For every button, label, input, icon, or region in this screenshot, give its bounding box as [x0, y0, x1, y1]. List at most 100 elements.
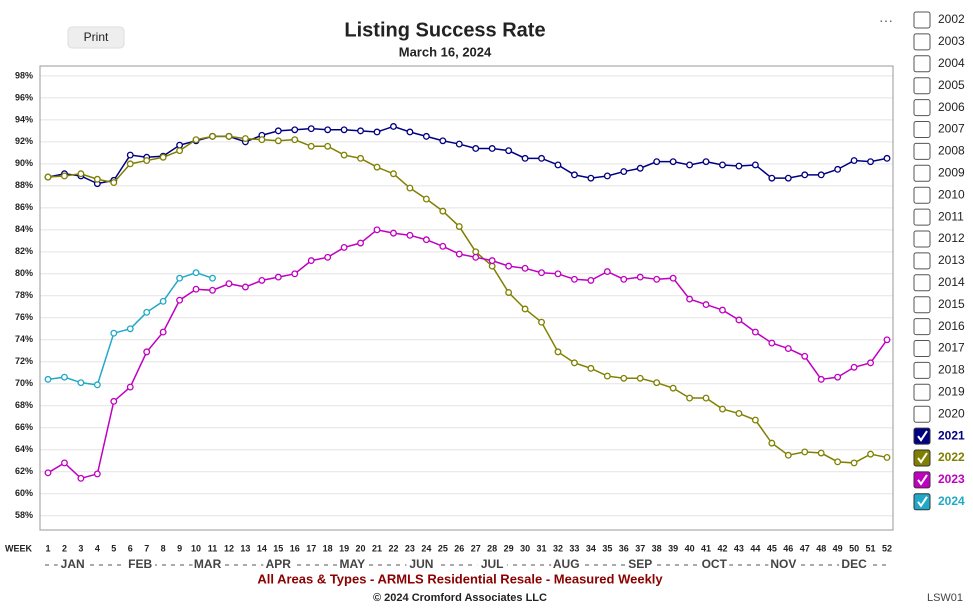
- legend-checkbox[interactable]: [913, 340, 931, 357]
- x-tick-label: 2: [62, 543, 67, 553]
- point: [768, 339, 776, 347]
- legend-checkbox[interactable]: [913, 230, 931, 248]
- point: [406, 184, 414, 192]
- legend-checkbox[interactable]: [913, 99, 931, 117]
- point: [620, 275, 628, 283]
- legend-checkbox[interactable]: [913, 121, 931, 138]
- x-tick-label: 20: [356, 543, 366, 553]
- month-label: NOV: [770, 557, 796, 571]
- month-label: MAR: [194, 557, 222, 571]
- code: LSW01: [927, 592, 963, 604]
- y-tick-label: 82%: [15, 246, 33, 256]
- point: [455, 250, 463, 258]
- x-tick-label: 8: [161, 543, 166, 553]
- legend-label: 2019: [938, 384, 965, 398]
- point: [521, 305, 529, 313]
- point: [488, 257, 496, 265]
- month-bg: [699, 557, 730, 573]
- x-tick-label: 10: [191, 543, 201, 553]
- legend-checkbox[interactable]: [913, 449, 931, 467]
- x-tick-label: 52: [882, 543, 892, 553]
- legend-checkbox[interactable]: [913, 274, 931, 292]
- x-tick-label: 15: [273, 543, 283, 553]
- point: [603, 268, 611, 276]
- menu[interactable]: ⋯: [879, 13, 893, 29]
- legend-checkbox[interactable]: [913, 296, 931, 314]
- x-tick-label: 39: [668, 543, 678, 553]
- point: [192, 285, 200, 293]
- legend-checkbox[interactable]: [913, 11, 931, 29]
- point: [570, 359, 578, 367]
- point: [357, 127, 365, 135]
- legend-checkbox[interactable]: [913, 55, 931, 73]
- point: [44, 173, 52, 181]
- legend-checkbox[interactable]: [913, 142, 931, 160]
- point: [751, 161, 759, 169]
- legend-checkbox[interactable]: [913, 471, 931, 489]
- point: [570, 171, 578, 179]
- y-tick-label: 94%: [15, 114, 33, 124]
- point: [784, 174, 792, 182]
- legend-label: 2008: [938, 144, 965, 158]
- point: [422, 195, 430, 203]
- point: [472, 248, 480, 256]
- point: [620, 168, 628, 176]
- legend-checkbox[interactable]: [913, 208, 931, 226]
- legend-checkbox[interactable]: [913, 383, 931, 401]
- chart-title: Listing Success Rate: [344, 19, 545, 41]
- point: [521, 154, 529, 162]
- point: [653, 275, 661, 283]
- point: [93, 381, 101, 389]
- legend-checkbox[interactable]: [913, 252, 931, 270]
- legend-checkbox[interactable]: [913, 164, 931, 182]
- y-tick-label: 78%: [15, 290, 33, 300]
- print-label[interactable]: Print: [84, 30, 109, 44]
- legend-check: [917, 474, 928, 486]
- point: [751, 416, 759, 424]
- legend-checkbox[interactable]: [913, 77, 931, 95]
- x-tick-label: 36: [619, 543, 629, 553]
- x-tick-label: 23: [405, 543, 415, 553]
- point: [867, 450, 874, 458]
- y-tick-label: 86%: [15, 202, 33, 212]
- y-tick-label: 60%: [15, 488, 33, 498]
- legend-label: 2007: [938, 122, 965, 136]
- x-tick-label: 28: [487, 543, 497, 553]
- point: [883, 336, 891, 344]
- point: [801, 171, 809, 179]
- series-line: [47, 125, 888, 185]
- legend-check: [917, 452, 928, 464]
- legend-checkbox[interactable]: [913, 33, 931, 51]
- point: [538, 154, 545, 162]
- point: [126, 325, 134, 333]
- legend-checkbox[interactable]: [913, 361, 931, 379]
- point: [653, 379, 661, 387]
- x-tick-label: 3: [78, 543, 83, 553]
- x-tick-label: 42: [717, 543, 727, 553]
- point: [636, 374, 644, 382]
- point: [176, 274, 184, 282]
- point: [817, 375, 825, 383]
- y-tick-label: 88%: [15, 180, 33, 190]
- point: [817, 449, 825, 457]
- x-tick-label: 51: [866, 543, 876, 553]
- legend-checkbox[interactable]: [913, 405, 931, 423]
- point: [274, 137, 282, 145]
- point: [505, 262, 513, 270]
- legend-checkbox[interactable]: [913, 493, 931, 511]
- point: [373, 128, 381, 136]
- point: [472, 253, 480, 261]
- point: [159, 297, 167, 305]
- x-tick-label: 11: [208, 543, 218, 553]
- legend-checkbox[interactable]: [913, 186, 931, 204]
- print-button[interactable]: [67, 26, 125, 49]
- legend-checkbox[interactable]: [913, 318, 931, 336]
- x-tick-label: 50: [849, 543, 859, 553]
- legend-checkbox[interactable]: [913, 427, 931, 445]
- point: [340, 126, 348, 134]
- month-bg: [192, 557, 223, 573]
- point: [686, 161, 694, 169]
- point: [176, 147, 184, 155]
- point: [61, 373, 68, 381]
